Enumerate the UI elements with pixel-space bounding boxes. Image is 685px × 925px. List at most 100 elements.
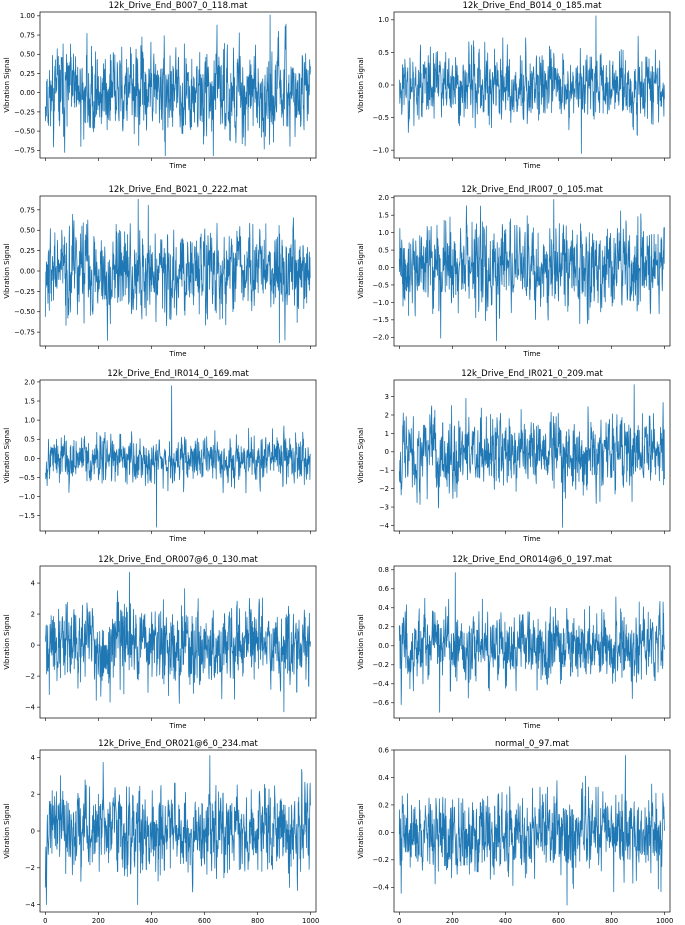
y-tick-label-9-5: 0.6 bbox=[378, 746, 389, 754]
x-tick-label-8-4: 800 bbox=[251, 917, 264, 925]
subplot-3: 12k_Drive_End_IR007_0_105.mat −2.0 −1.5 −1.… bbox=[357, 185, 671, 358]
y-tick-label-6-1: −2 bbox=[25, 673, 35, 681]
subplot-5: 12k_Drive_End_IR021_0_209.mat −4 −3 −2 −1 0 1 2… bbox=[357, 369, 671, 543]
y-tick-label-7-6: 0.6 bbox=[378, 585, 389, 593]
y-tick-label-0-0: −0.75 bbox=[14, 147, 35, 155]
y-tick-label-3-5: 0.5 bbox=[378, 246, 389, 254]
y-tick-label-8-2: 0 bbox=[31, 827, 35, 835]
signal-line-9 bbox=[398, 755, 665, 906]
y-tick-label-2-4: 0.25 bbox=[20, 247, 35, 255]
subplot-title-0: 12k_Drive_End_B007_0_118.mat bbox=[108, 1, 248, 11]
signal-line-1 bbox=[398, 15, 665, 154]
signal-line-6 bbox=[44, 571, 311, 713]
axes-frame-6 bbox=[39, 565, 317, 719]
subplot-title-2: 12k_Drive_End_B021_0_222.mat bbox=[108, 185, 248, 195]
x-axis-label-1: Time bbox=[522, 162, 540, 170]
y-tick-label-0-5: 0.50 bbox=[20, 51, 35, 59]
y-tick-label-3-2: −1.0 bbox=[372, 299, 389, 307]
y-tick-label-3-3: −0.5 bbox=[372, 281, 389, 289]
y-tick-label-7-2: −0.2 bbox=[372, 661, 389, 669]
signal-line-2 bbox=[44, 198, 311, 344]
x-axis-label-2: Time bbox=[168, 350, 186, 358]
subplot-title-9: normal_0_97.mat bbox=[495, 739, 570, 749]
subplot-6: 12k_Drive_End_OR007@6_0_130.mat −4 −2 0 2 4 Ti… bbox=[3, 555, 317, 730]
subplot-1: 12k_Drive_End_B014_0_185.mat −1.0 −0.5 0.0 0… bbox=[357, 1, 671, 170]
x-axis-label-4: Time bbox=[168, 535, 186, 543]
y-tick-label-4-1: −1.0 bbox=[18, 493, 35, 501]
y-tick-label-2-5: 0.50 bbox=[20, 227, 35, 235]
subplot-title-7: 12k_Drive_End_OR014@6_0_197.mat bbox=[452, 555, 612, 565]
y-tick-label-4-4: 0.5 bbox=[24, 436, 35, 444]
subplot-9: normal_0_97.mat −0.4 −0.2 0.0 0.2 0.4 0.6 0 200 4… bbox=[357, 739, 673, 925]
axes-frame-3 bbox=[393, 195, 671, 347]
subplot-title-1: 12k_Drive_End_B014_0_185.mat bbox=[462, 1, 602, 11]
y-tick-label-0-6: 0.75 bbox=[20, 31, 35, 39]
x-tick-label-8-2: 400 bbox=[145, 917, 158, 925]
x-tick-label-9-0: 0 bbox=[397, 917, 401, 925]
y-tick-label-8-1: −2 bbox=[25, 864, 35, 872]
y-tick-label-0-1: −0.50 bbox=[14, 128, 35, 136]
y-tick-label-4-7: 2.0 bbox=[24, 378, 35, 386]
y-tick-label-1-2: 0.0 bbox=[378, 81, 389, 89]
y-tick-label-2-6: 0.75 bbox=[20, 206, 35, 214]
y-tick-label-6-2: 0 bbox=[31, 642, 35, 650]
y-tick-label-5-2: −2 bbox=[379, 485, 389, 493]
y-axis-label-4: Vibration Signal bbox=[3, 428, 11, 483]
y-tick-label-0-3: 0.00 bbox=[20, 89, 35, 97]
signal-line-8 bbox=[44, 755, 311, 906]
y-tick-label-4-3: 0.0 bbox=[24, 455, 35, 463]
y-tick-label-3-6: 1.0 bbox=[378, 229, 389, 237]
y-axis-label-7: Vibration Signal bbox=[357, 614, 365, 669]
subplot-title-8: 12k_Drive_End_OR021@6_0_234.mat bbox=[98, 739, 258, 749]
signal-line-7 bbox=[398, 572, 665, 713]
y-tick-label-9-4: 0.4 bbox=[378, 774, 389, 782]
x-tick-label-9-3: 600 bbox=[552, 917, 565, 925]
y-tick-label-0-7: 1.00 bbox=[20, 12, 35, 20]
y-tick-label-1-3: 0.5 bbox=[378, 49, 389, 57]
y-tick-label-7-3: 0.0 bbox=[378, 642, 389, 650]
subplot-title-5: 12k_Drive_End_IR021_0_209.mat bbox=[461, 369, 603, 379]
y-tick-label-0-2: −0.25 bbox=[14, 108, 35, 116]
x-tick-label-9-5: 1000 bbox=[656, 917, 673, 925]
y-tick-label-3-1: −1.5 bbox=[372, 316, 389, 324]
y-tick-label-9-0: −0.4 bbox=[372, 884, 389, 892]
y-tick-label-4-0: −1.5 bbox=[18, 512, 35, 520]
x-tick-label-8-5: 1000 bbox=[302, 917, 319, 925]
y-tick-label-8-0: −4 bbox=[25, 901, 35, 909]
subplot-title-4: 12k_Drive_End_IR014_0_169.mat bbox=[107, 369, 249, 379]
y-axis-label-3: Vibration Signal bbox=[357, 243, 365, 298]
y-tick-label-6-3: 2 bbox=[31, 610, 35, 618]
subplot-0: 12k_Drive_End_B007_0_118.mat −0.75 −0.50 −0… bbox=[3, 1, 317, 170]
y-tick-label-4-6: 1.5 bbox=[24, 397, 35, 405]
y-tick-label-7-7: 0.8 bbox=[378, 566, 389, 574]
x-axis-label-5: Time bbox=[522, 535, 540, 543]
y-tick-label-9-3: 0.2 bbox=[378, 801, 389, 809]
y-tick-label-1-1: −0.5 bbox=[372, 114, 389, 122]
y-tick-label-7-1: −0.4 bbox=[372, 680, 389, 688]
y-tick-label-3-8: 2.0 bbox=[378, 194, 389, 202]
x-tick-label-9-2: 400 bbox=[499, 917, 512, 925]
x-axis-label-0: Time bbox=[168, 162, 186, 170]
y-tick-label-5-0: −4 bbox=[379, 522, 389, 530]
axes-frame-4 bbox=[39, 379, 317, 532]
subplot-7: 12k_Drive_End_OR014@6_0_197.mat −0.6 −0.4 −… bbox=[357, 555, 671, 730]
y-tick-label-5-7: 3 bbox=[385, 393, 389, 401]
y-tick-label-0-4: 0.25 bbox=[20, 70, 35, 78]
subplot-4: 12k_Drive_End_IR014_0_169.mat −1.5 −1.0 −0.… bbox=[3, 369, 317, 543]
y-tick-label-5-1: −3 bbox=[379, 503, 389, 511]
y-tick-label-7-0: −0.6 bbox=[372, 699, 389, 707]
y-axis-label-9: Vibration Signal bbox=[357, 803, 365, 858]
x-tick-label-8-1: 200 bbox=[92, 917, 105, 925]
y-tick-label-9-2: 0.0 bbox=[378, 829, 389, 837]
axes-frame-7 bbox=[393, 565, 671, 719]
y-tick-label-5-3: −1 bbox=[379, 467, 389, 475]
x-axis-label-3: Time bbox=[522, 350, 540, 358]
y-tick-label-2-0: −0.75 bbox=[14, 329, 35, 337]
x-axis-label-7: Time bbox=[522, 722, 540, 730]
x-tick-label-8-0: 0 bbox=[43, 917, 47, 925]
y-tick-label-7-4: 0.2 bbox=[378, 623, 389, 631]
y-axis-label-2: Vibration Signal bbox=[3, 243, 11, 298]
y-axis-label-1: Vibration Signal bbox=[357, 57, 365, 112]
x-tick-label-9-4: 800 bbox=[605, 917, 618, 925]
y-tick-label-4-2: −0.5 bbox=[18, 474, 35, 482]
